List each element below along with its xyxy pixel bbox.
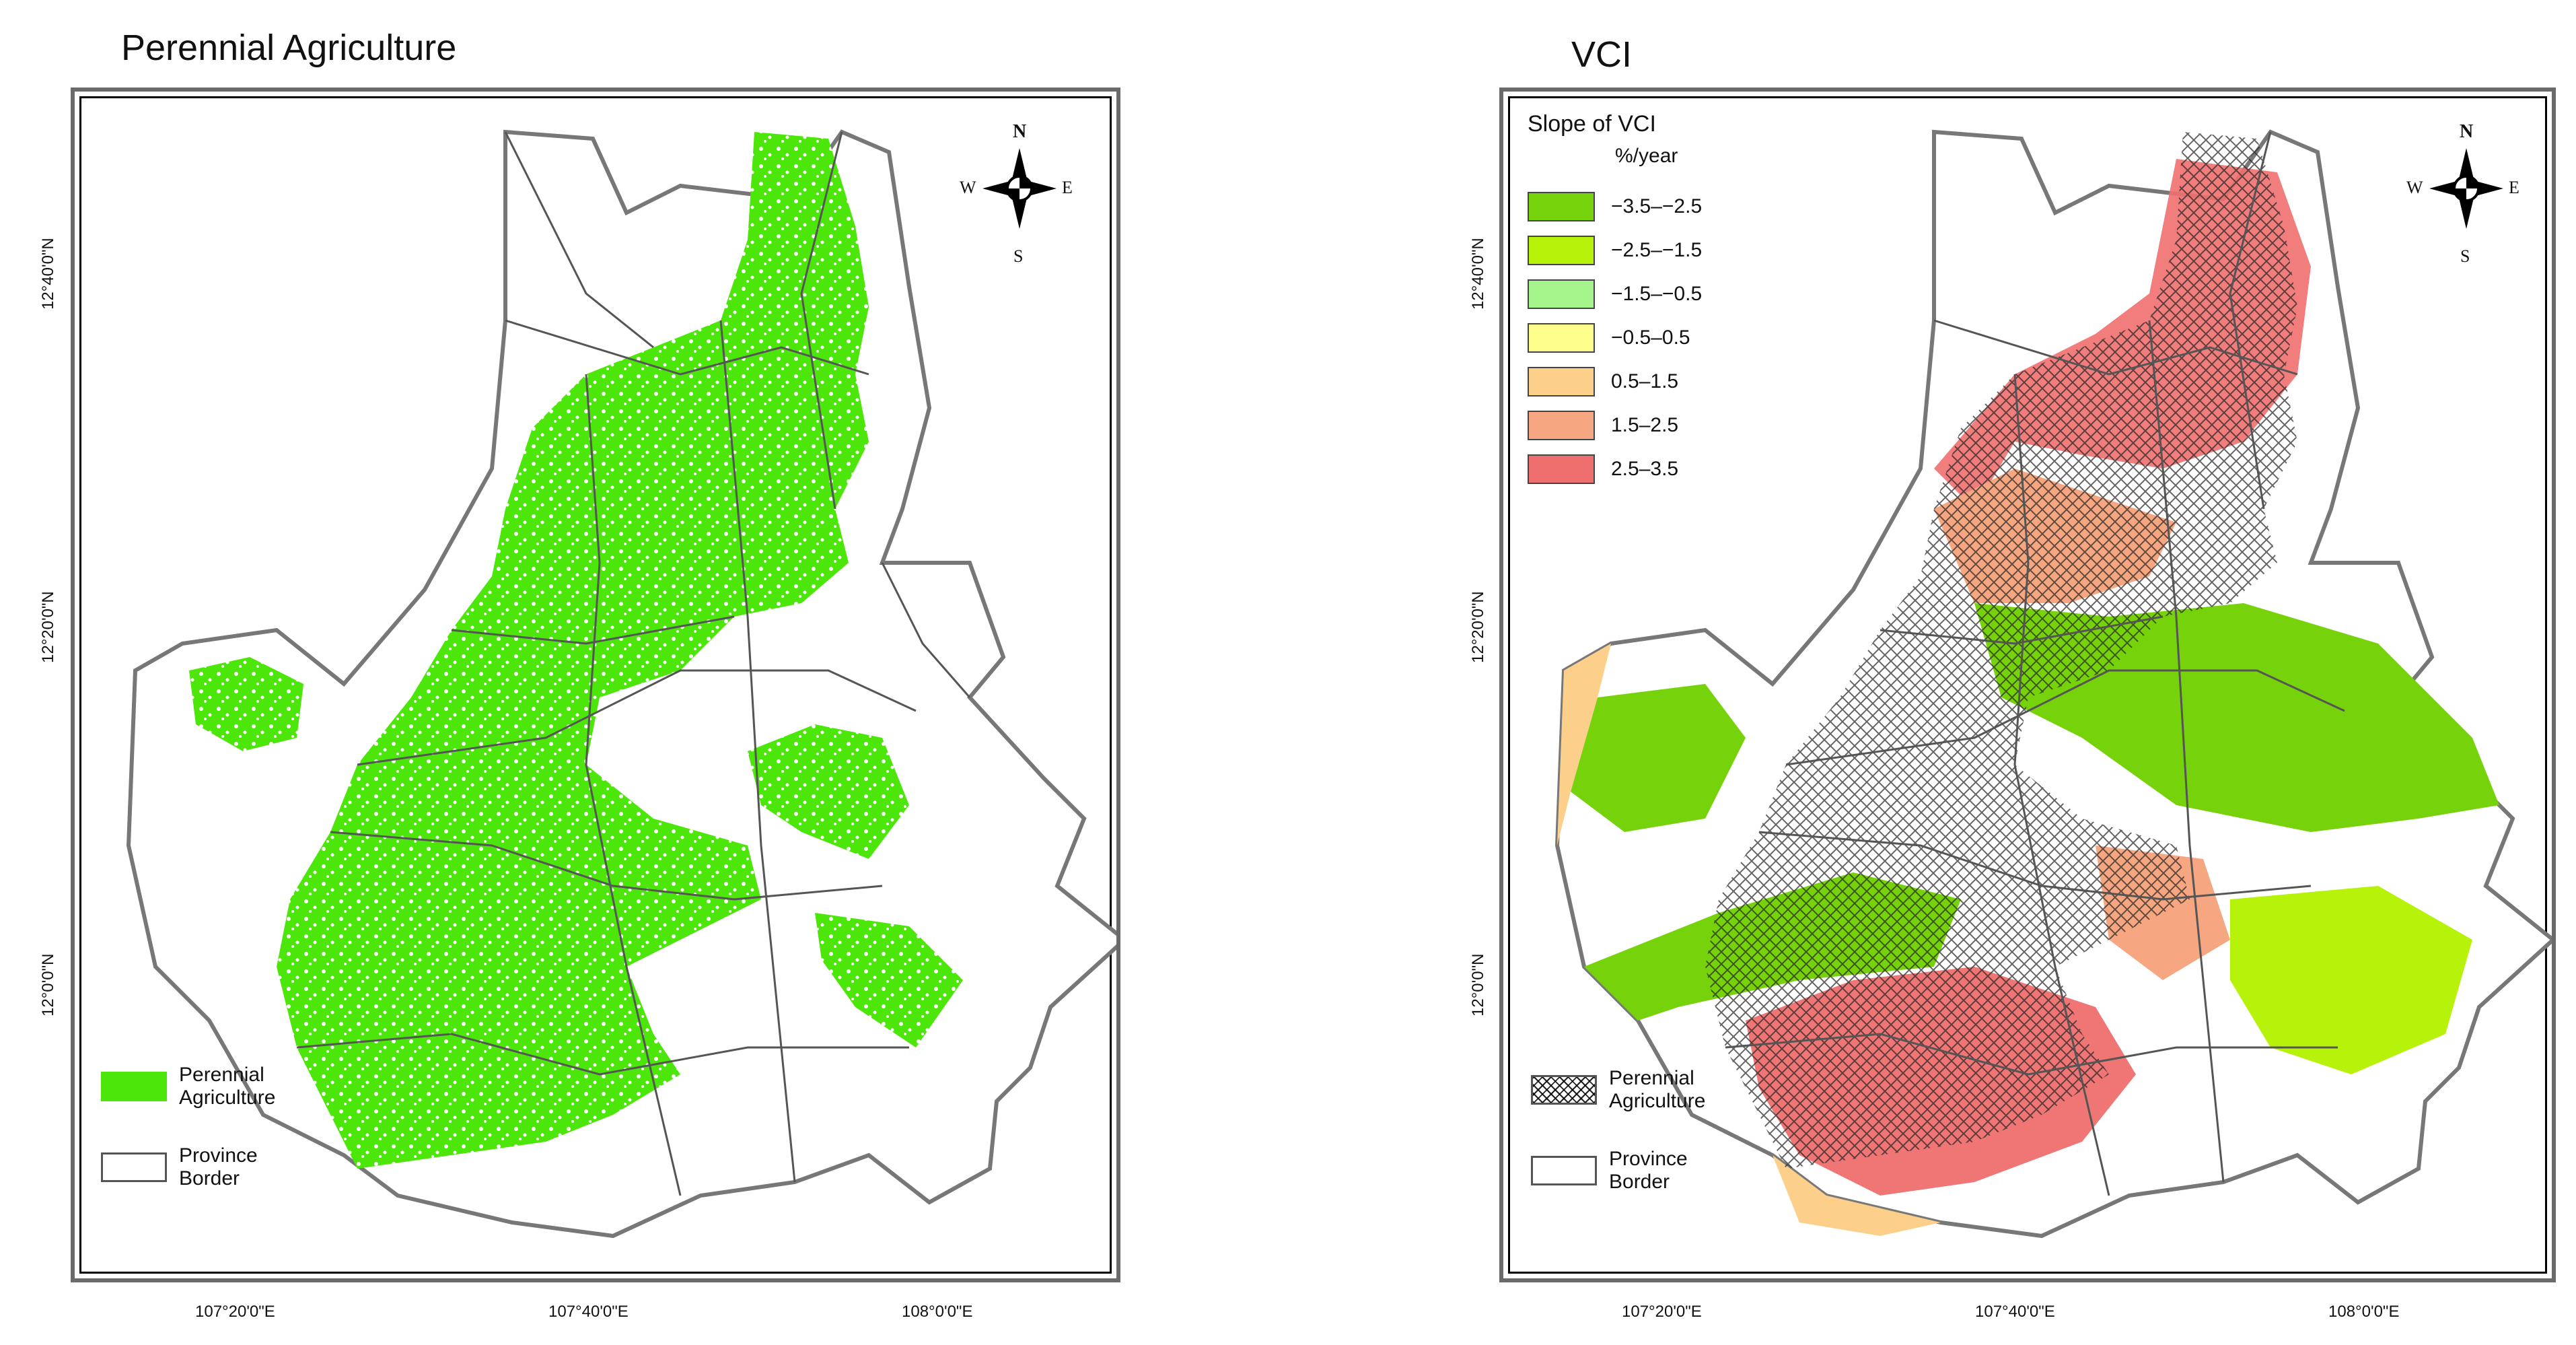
slope-swatch xyxy=(1528,279,1595,309)
slope-legend-item: 1.5–2.5 xyxy=(1528,411,1678,440)
slope-swatch xyxy=(1528,367,1595,396)
perennial-agriculture-area-southeast xyxy=(815,913,963,1047)
left-map-canvas xyxy=(126,129,1116,1239)
slope-label: 0.5–1.5 xyxy=(1611,370,1679,392)
left-lat-label-3: 12°0'0"N xyxy=(39,953,57,1016)
left-map-title: Perennial Agriculture xyxy=(121,28,457,68)
legend-perennial-line2: Agriculture xyxy=(179,1087,276,1109)
right-map-frame xyxy=(1499,88,2556,1282)
legend-province-swatch xyxy=(101,1152,167,1182)
legend-province-line2: Border xyxy=(179,1167,240,1189)
right-legend-province-line2: Border xyxy=(1609,1171,1670,1193)
slope-legend-item: −2.5–−1.5 xyxy=(1528,236,1702,265)
slope-legend-item: 0.5–1.5 xyxy=(1528,367,1678,396)
compass-e-label-right: E xyxy=(2509,178,2519,197)
perennial-agriculture-area-west xyxy=(189,657,303,751)
slope-label: −1.5–−0.5 xyxy=(1611,283,1703,305)
slope-swatch xyxy=(1528,323,1595,353)
slope-label: −0.5–0.5 xyxy=(1611,326,1690,349)
right-lon-label-1: 107°20'0"E xyxy=(1622,1303,1702,1321)
vci-region-west-green xyxy=(1571,684,1746,832)
left-north-arrow: N S W E xyxy=(960,121,1077,269)
compass-n-label-right: N xyxy=(2460,121,2474,142)
perennial-agriculture-area xyxy=(277,132,869,1169)
perennial-agriculture-area-east xyxy=(748,724,909,859)
slope-swatch xyxy=(1528,454,1595,484)
left-lat-label-2: 12°20'0"N xyxy=(39,591,57,663)
compass-s-label-right: S xyxy=(2460,246,2470,266)
left-map-frame xyxy=(71,88,1120,1282)
vci-region-south-light xyxy=(1773,1155,1941,1236)
right-lat-label-2: 12°20'0"N xyxy=(1469,591,1487,663)
slope-legend-title: Slope of VCI xyxy=(1528,111,1656,137)
left-lon-label-2: 107°40'0"E xyxy=(548,1303,629,1321)
slope-legend-item: −1.5–−0.5 xyxy=(1528,279,1702,309)
slope-swatch xyxy=(1528,192,1595,221)
district-borders xyxy=(296,131,971,1196)
slope-label: −3.5–−2.5 xyxy=(1611,195,1703,217)
vci-region-west-light xyxy=(1557,644,1611,846)
right-lon-label-3: 108°0'0"E xyxy=(2328,1303,2400,1321)
vci-region-east-green xyxy=(2230,886,2472,1074)
right-legend-perennial-line1: Perennial xyxy=(1609,1067,1694,1089)
slope-label: 2.5–3.5 xyxy=(1611,458,1679,480)
slope-legend-item: −0.5–0.5 xyxy=(1528,323,1690,353)
legend-perennial-swatch xyxy=(101,1072,167,1101)
right-lon-label-2: 107°40'0"E xyxy=(1975,1303,2055,1321)
compass-w-label: W xyxy=(960,178,976,197)
right-legend-province-swatch xyxy=(1531,1156,1597,1185)
right-map-canvas xyxy=(1554,129,2552,1239)
slope-legend-unit: %/year xyxy=(1615,145,1678,167)
slope-legend-item: 2.5–3.5 xyxy=(1528,454,1678,484)
slope-swatch xyxy=(1528,411,1595,440)
left-legend-province: Province Border xyxy=(101,1144,258,1190)
right-legend-province: Province Border xyxy=(1531,1148,1688,1194)
vci-perennial-hatch xyxy=(1705,132,2297,1169)
compass-s-label: S xyxy=(1013,246,1024,266)
left-lon-label-1: 107°20'0"E xyxy=(195,1303,275,1321)
slope-label: 1.5–2.5 xyxy=(1611,414,1679,436)
left-lon-label-3: 108°0'0"E xyxy=(902,1303,973,1321)
compass-n-label: N xyxy=(1013,121,1027,142)
right-legend-perennial: Perennial Agriculture xyxy=(1531,1067,1705,1113)
slope-swatch xyxy=(1528,236,1595,265)
compass-w-label-right: W xyxy=(2406,178,2423,197)
right-lat-label-1: 12°40'0"N xyxy=(1469,238,1487,310)
right-legend-province-line1: Province xyxy=(1609,1148,1688,1170)
right-map-title: VCI xyxy=(1571,34,1633,75)
compass-e-label: E xyxy=(1062,178,1073,197)
left-lat-label-1: 12°40'0"N xyxy=(39,238,57,310)
legend-perennial-line1: Perennial xyxy=(179,1064,264,1086)
slope-legend-item: −3.5–−2.5 xyxy=(1528,192,1702,221)
slope-label: −2.5–−1.5 xyxy=(1611,239,1703,261)
legend-province-line1: Province xyxy=(179,1144,258,1167)
vci-district-borders xyxy=(1725,131,2345,1196)
right-lat-label-3: 12°0'0"N xyxy=(1469,953,1487,1016)
left-legend-perennial: Perennial Agriculture xyxy=(101,1064,275,1109)
right-legend-perennial-line2: Agriculture xyxy=(1609,1090,1706,1112)
legend-perennial-hatch-swatch xyxy=(1531,1075,1597,1105)
right-north-arrow: N S W E xyxy=(2406,121,2524,269)
